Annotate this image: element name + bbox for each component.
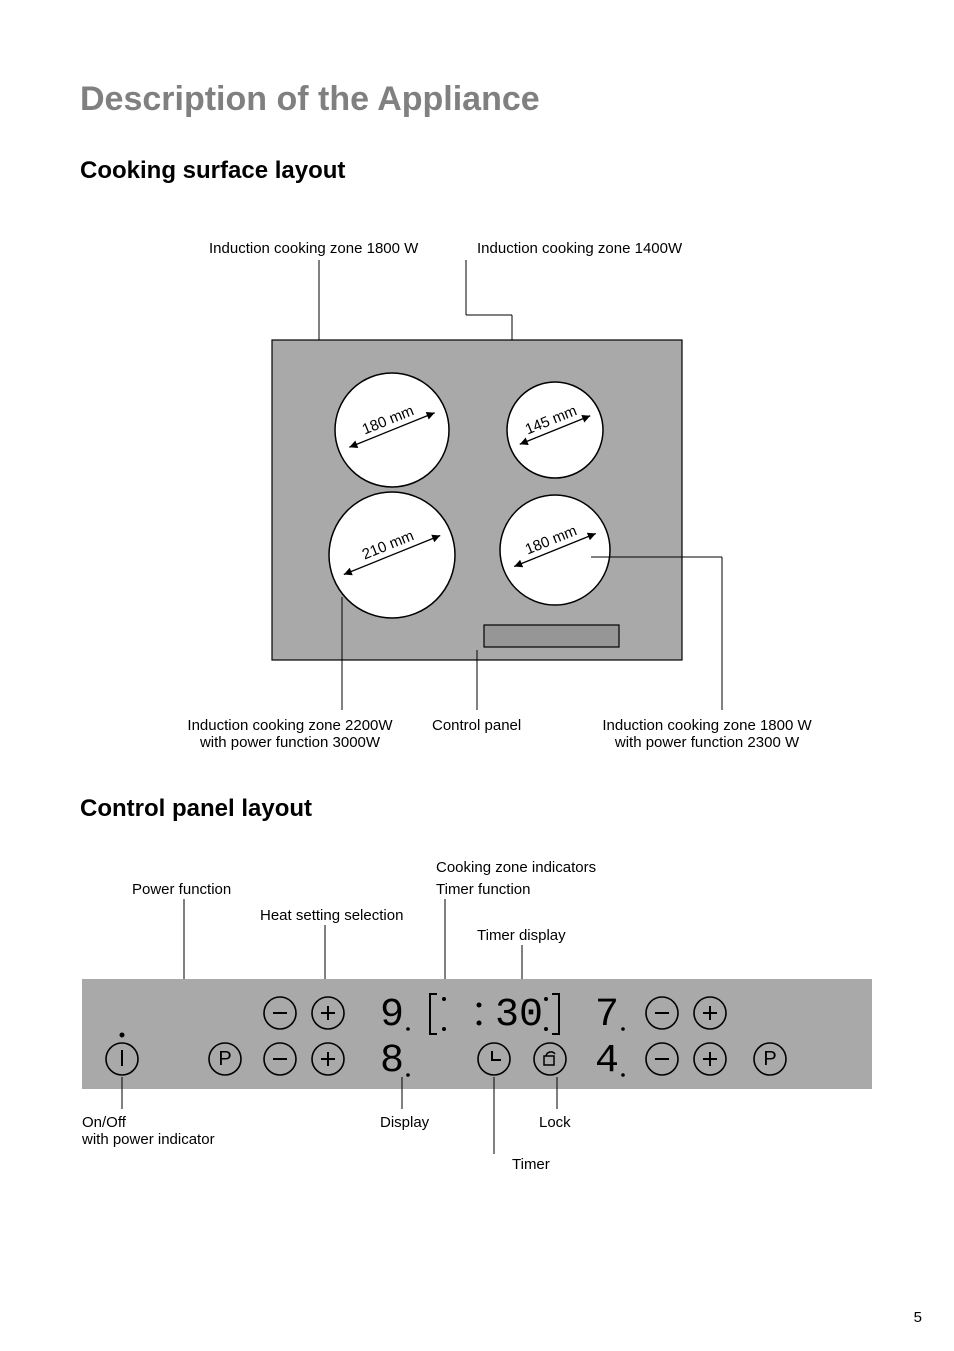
display-br: 4 [595, 1039, 619, 1084]
zone-br: 180 mm [500, 495, 610, 605]
control-panel-bg [82, 979, 872, 1089]
page-number: 5 [914, 1309, 922, 1326]
cooking-surface-diagram: Induction cooking zone 1800 W Induction … [82, 240, 872, 760]
heading-cooking-surface: Cooking surface layout [80, 157, 874, 185]
control-panel-strip [484, 625, 619, 647]
cook-surface-rect [272, 340, 682, 660]
display-tl: 9 [380, 993, 404, 1038]
zone-tr: 145 mm [507, 382, 603, 478]
page-title: Description of the Appliance [80, 80, 874, 119]
display-tr: 7 [595, 993, 619, 1038]
heading-control-panel: Control panel layout [80, 795, 874, 823]
svg-text:P: P [218, 1048, 231, 1070]
control-panel-diagram: Power function Heat setting selection Co… [82, 859, 872, 1189]
svg-text:P: P [763, 1048, 776, 1070]
zone-tl: 180 mm [335, 373, 449, 487]
display-bl: 8 [380, 1039, 404, 1084]
svg-text:30: 30 [495, 993, 543, 1038]
zone-bl: 210 mm [329, 492, 455, 618]
